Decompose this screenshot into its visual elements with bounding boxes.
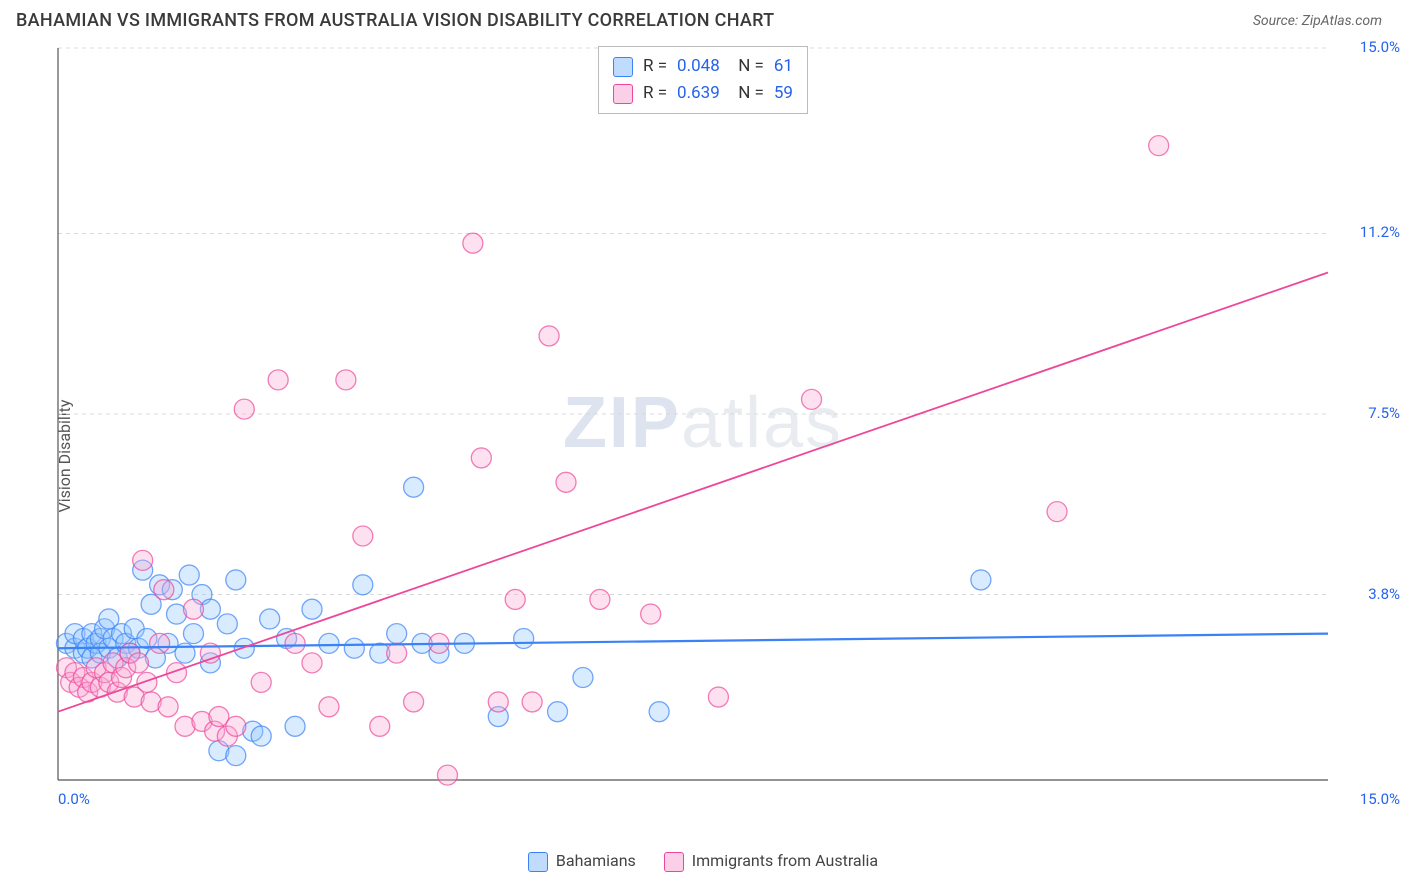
data-point — [183, 599, 203, 619]
data-point — [1149, 136, 1169, 156]
data-point — [471, 448, 491, 468]
data-point — [556, 472, 576, 492]
data-point — [353, 526, 373, 546]
chart-area: Vision Disability ZIPatlas R = 0.048 N =… — [0, 40, 1406, 872]
y-gridline-label: 15.0% — [1360, 38, 1400, 56]
data-point — [302, 599, 322, 619]
source-attribution: Source: ZipAtlas.com — [1253, 13, 1382, 29]
data-point — [522, 692, 542, 712]
chart-title: BAHAMIAN VS IMMIGRANTS FROM AUSTRALIA VI… — [16, 10, 774, 31]
data-point — [971, 570, 991, 590]
data-point — [285, 633, 305, 653]
legend-item: Immigrants from Australia — [664, 851, 878, 872]
data-point — [404, 477, 424, 497]
data-point — [234, 399, 254, 419]
stats-row: R = 0.048 N = 61 — [613, 53, 793, 80]
data-point — [488, 692, 508, 712]
correlation-stats-box: R = 0.048 N = 61R = 0.639 N = 59 — [598, 46, 808, 114]
data-point — [336, 370, 356, 390]
legend-item: Bahamians — [528, 851, 636, 872]
data-point — [319, 697, 339, 717]
chart-header: BAHAMIAN VS IMMIGRANTS FROM AUSTRALIA VI… — [0, 0, 1406, 37]
data-point — [302, 653, 322, 673]
data-point — [344, 638, 364, 658]
stats-row: R = 0.639 N = 59 — [613, 80, 793, 107]
data-point — [649, 702, 669, 722]
data-point — [183, 624, 203, 644]
data-point — [158, 697, 178, 717]
data-point — [353, 575, 373, 595]
data-point — [128, 653, 148, 673]
y-gridline-label: 3.8% — [1368, 585, 1400, 603]
data-point — [179, 565, 199, 585]
y-gridline-label: 11.2% — [1360, 223, 1400, 241]
data-point — [285, 716, 305, 736]
data-point — [437, 765, 457, 785]
data-point — [226, 746, 246, 766]
data-point — [370, 716, 390, 736]
data-point — [251, 672, 271, 692]
data-point — [251, 726, 271, 746]
data-point — [641, 604, 661, 624]
data-point — [154, 580, 174, 600]
legend-swatch-icon — [528, 852, 548, 872]
data-point — [404, 692, 424, 712]
legend-swatch-icon — [664, 852, 684, 872]
data-point — [226, 570, 246, 590]
scatter-plot — [48, 40, 1388, 820]
data-point — [260, 609, 280, 629]
data-point — [514, 628, 534, 648]
y-gridline-label: 7.5% — [1368, 404, 1400, 422]
data-point — [217, 614, 237, 634]
data-point — [548, 702, 568, 722]
series-swatch-icon — [613, 84, 633, 104]
trend-line — [58, 272, 1328, 711]
data-point — [150, 633, 170, 653]
data-point — [708, 687, 728, 707]
data-point — [463, 233, 483, 253]
data-point — [226, 716, 246, 736]
data-point — [133, 550, 153, 570]
data-point — [802, 389, 822, 409]
data-point — [234, 638, 254, 658]
series-legend: Bahamians Immigrants from Australia — [0, 851, 1406, 872]
data-point — [387, 624, 407, 644]
data-point — [590, 589, 610, 609]
data-point — [319, 633, 339, 653]
data-point — [539, 326, 559, 346]
data-point — [505, 589, 525, 609]
data-point — [268, 370, 288, 390]
x-axis-min-label: 0.0% — [58, 790, 90, 808]
data-point — [573, 668, 593, 688]
data-point — [387, 643, 407, 663]
series-swatch-icon — [613, 57, 633, 77]
data-point — [137, 672, 157, 692]
data-point — [1047, 502, 1067, 522]
x-axis-max-label: 15.0% — [1360, 790, 1400, 808]
